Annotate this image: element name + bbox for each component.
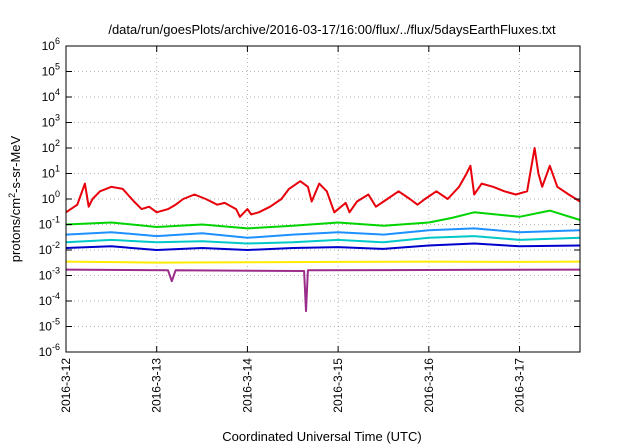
chart-title: /data/run/goesPlots/archive/2016-03-17/1… <box>108 22 556 37</box>
series-line-2 <box>65 209 581 230</box>
series-line-6 <box>65 260 581 264</box>
grid <box>65 46 580 352</box>
y-tick-base: 10 <box>42 39 56 53</box>
x-tick-label: 2016-3-16 <box>422 358 436 413</box>
y-tick-base: 10 <box>39 243 53 257</box>
y-tick-exp: 0 <box>55 189 60 199</box>
y-tick-base: 10 <box>39 218 53 232</box>
y-axis-label: protons/cm2-s-sr-MeV <box>7 135 23 262</box>
y-tick-label: 10-6 <box>39 342 60 359</box>
y-axis-label-part1: protons/cm <box>8 198 23 262</box>
y-tick-exp: 4 <box>55 87 60 97</box>
x-axis-label: Coordinated Universal Time (UTC) <box>222 429 421 444</box>
y-tick-base: 10 <box>42 167 56 181</box>
series-line-1 <box>65 147 581 218</box>
y-axis-ticks: 10-610-510-410-310-210-11001011021031041… <box>39 36 580 359</box>
y-axis-label-part2: -s-sr-MeV <box>8 135 23 192</box>
y-tick-label: 10-2 <box>39 240 60 257</box>
y-tick-base: 10 <box>39 320 53 334</box>
y-tick-base: 10 <box>39 345 53 359</box>
x-tick-label: 2016-3-14 <box>240 358 254 413</box>
y-tick-exp: 1 <box>55 164 60 174</box>
y-axis-label-sup: 2 <box>7 193 17 198</box>
y-tick-exp: 6 <box>55 36 60 46</box>
x-axis-ticks: 2016-3-12 2016-3-13 2016-3-14 2016-3-15 2016… <box>59 46 527 413</box>
y-tick-base: 10 <box>39 269 53 283</box>
y-tick-label: 10-3 <box>39 266 60 283</box>
y-tick-exp: -6 <box>52 342 60 352</box>
x-tick-label: 2016-3-13 <box>150 358 164 413</box>
y-tick-label: 103 <box>42 113 60 130</box>
y-tick-label: 10-4 <box>39 291 60 308</box>
y-tick-label: 10-5 <box>39 317 60 334</box>
x-tick-label: 2016-3-12 <box>59 358 73 413</box>
y-tick-label: 102 <box>42 138 60 155</box>
y-tick-label: 101 <box>42 164 60 181</box>
y-tick-label: 10-1 <box>39 215 60 232</box>
y-tick-base: 10 <box>42 90 56 104</box>
series-group <box>65 147 581 313</box>
y-tick-label: 100 <box>42 189 60 206</box>
y-tick-exp: 3 <box>55 113 60 123</box>
y-tick-label: 104 <box>42 87 60 104</box>
series-line-3 <box>65 227 581 239</box>
series-line-5 <box>65 242 581 251</box>
y-tick-exp: -2 <box>52 240 60 250</box>
y-tick-exp: -4 <box>52 291 60 301</box>
y-tick-base: 10 <box>39 294 53 308</box>
y-tick-base: 10 <box>42 192 56 206</box>
y-tick-exp: -5 <box>52 317 60 327</box>
y-tick-base: 10 <box>42 65 56 79</box>
series-line-7 <box>65 268 581 313</box>
x-tick-label: 2016-3-17 <box>513 358 527 413</box>
y-tick-exp: 2 <box>55 138 60 148</box>
y-tick-base: 10 <box>42 116 56 130</box>
y-tick-label: 106 <box>42 36 60 53</box>
y-tick-exp: -3 <box>52 266 60 276</box>
y-tick-exp: -1 <box>52 215 60 225</box>
x-tick-label: 2016-3-15 <box>331 358 345 413</box>
y-tick-base: 10 <box>42 141 56 155</box>
y-tick-label: 105 <box>42 62 60 79</box>
y-tick-exp: 5 <box>55 62 60 72</box>
series-line-4 <box>65 235 581 245</box>
